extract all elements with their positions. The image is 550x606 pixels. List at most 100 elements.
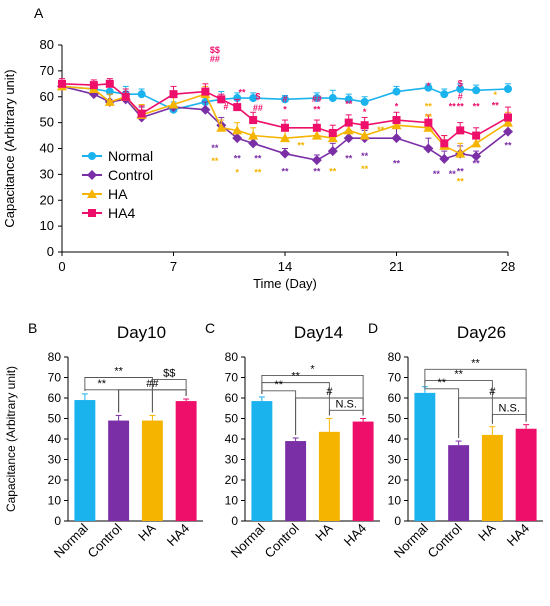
data-point: [327, 146, 338, 157]
significance-marker: *: [363, 107, 367, 117]
data-point: [89, 81, 98, 90]
data-point: [105, 79, 114, 88]
panel-label: B: [28, 320, 37, 336]
data-point: [455, 148, 466, 158]
y-tick-label: 50: [40, 115, 54, 130]
significance-marker: **: [473, 102, 481, 112]
y-tick-label: 0: [54, 514, 61, 528]
data-point: [456, 126, 465, 135]
significance-marker: **: [425, 102, 433, 112]
data-point: [343, 125, 354, 135]
y-tick-label: 0: [231, 514, 238, 528]
category-label: Control: [261, 520, 301, 560]
data-point: [233, 94, 242, 103]
data-point: [471, 138, 482, 148]
data-point: [137, 109, 146, 118]
significance-bracket: [328, 409, 364, 416]
significance-label: **: [114, 366, 123, 378]
significance-marker: **: [211, 156, 219, 166]
data-point: [169, 90, 178, 99]
data-point: [232, 125, 243, 135]
significance-marker: **: [377, 125, 385, 135]
y-tick-label: 30: [40, 166, 54, 181]
data-point: [343, 133, 354, 144]
data-point: [248, 138, 259, 149]
data-point: [249, 116, 258, 125]
significance-marker: **: [254, 168, 262, 178]
significance-label: *: [310, 363, 315, 375]
significance-marker: **: [313, 104, 321, 114]
significance-marker: ##: [253, 103, 263, 113]
significance-marker: #: [282, 94, 287, 104]
series-ha4: [58, 78, 512, 148]
x-tick-label: 28: [501, 259, 515, 274]
panel-title: Day10: [117, 323, 166, 342]
data-point: [360, 97, 369, 106]
category-label: HA4: [164, 521, 192, 549]
significance-marker: **: [473, 159, 481, 169]
y-tick-label: 40: [48, 432, 62, 446]
data-point: [471, 151, 482, 162]
data-point: [58, 79, 66, 88]
data-point: [280, 148, 290, 159]
significance-label: #: [489, 386, 496, 398]
significance-label: ##: [146, 378, 159, 390]
significance-marker: #: [224, 102, 229, 112]
y-tick-label: 80: [388, 350, 402, 364]
significance-marker: **: [393, 159, 401, 169]
data-point: [311, 130, 322, 140]
bar-normal: [414, 392, 436, 521]
data-point: [504, 84, 512, 93]
legend-marker: [87, 170, 97, 180]
data-point: [503, 117, 513, 127]
y-tick-label: 40: [40, 141, 54, 156]
line-chart-panel: A 0 10 20 30 40 50 60 70 80 0 7 14 21 28 Time (Day) Capa…: [2, 5, 515, 291]
significance-bracket: [491, 413, 527, 424]
y-tick-label: 10: [388, 494, 402, 508]
data-point: [344, 118, 353, 127]
significance-marker: **: [345, 99, 353, 109]
data-point: [503, 126, 513, 137]
data-point: [233, 103, 242, 112]
y-tick-label: 0: [47, 244, 54, 259]
y-tick-label: 20: [388, 473, 402, 487]
legend-label: Control: [108, 167, 153, 183]
y-tick-label: 60: [225, 391, 239, 405]
y-tick-label: 30: [225, 453, 239, 467]
bar-normal: [74, 400, 96, 521]
significance-marker: **: [361, 164, 369, 174]
data-point: [311, 155, 322, 166]
data-point: [201, 87, 210, 96]
panel-label: D: [368, 320, 378, 336]
data-point: [391, 133, 402, 144]
significance-bracket: [118, 389, 187, 413]
significance-marker: $: [255, 91, 260, 101]
significance-marker: **: [457, 166, 465, 176]
significance-marker: **: [504, 141, 512, 151]
significance-bracket: [295, 397, 364, 435]
data-point: [423, 143, 434, 154]
legend-label: HA4: [108, 205, 135, 221]
significance-marker: *: [427, 81, 431, 91]
category-label: HA: [312, 520, 336, 544]
significance-marker: **: [238, 87, 246, 97]
panel-label: A: [34, 5, 44, 21]
y-tick-label: 40: [388, 432, 402, 446]
y-tick-label: 10: [225, 494, 239, 508]
legend-marker: [87, 189, 97, 198]
significance-label: N.S.: [499, 402, 520, 414]
y-tick-label: 80: [40, 37, 54, 52]
significance-marker: *: [395, 102, 399, 112]
data-point: [312, 123, 321, 132]
bar-ha: [481, 434, 503, 521]
y-tick-label: 80: [225, 350, 239, 364]
significance-marker: ##: [312, 94, 322, 104]
significance-label: **: [437, 377, 446, 389]
bar-ha4: [352, 421, 374, 521]
significance-marker: **: [297, 141, 305, 151]
bar-ha4: [515, 428, 537, 521]
data-point: [328, 128, 337, 137]
y-tick-label: 70: [40, 63, 54, 78]
